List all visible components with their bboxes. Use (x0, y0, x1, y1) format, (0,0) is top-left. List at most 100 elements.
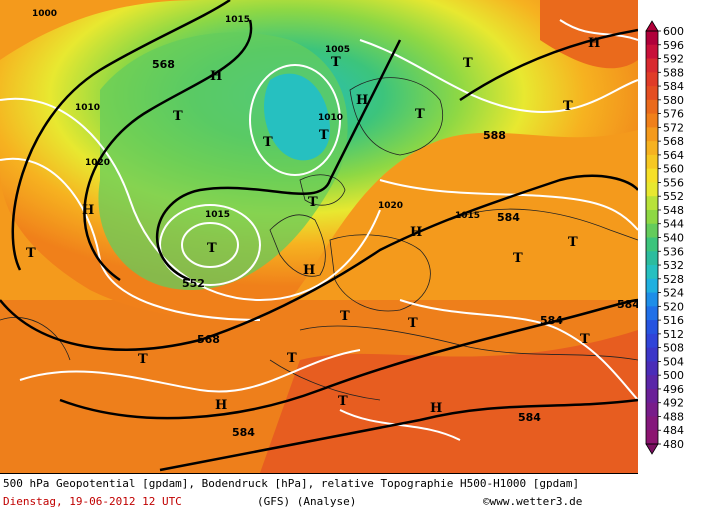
low-center: T (287, 351, 297, 366)
weather-map: 1000 1015 1005 1010 1020 1015 1010 1015 … (0, 0, 638, 473)
legend-tick-label: 520 (663, 300, 684, 313)
high-center: H (430, 401, 442, 416)
isobar-label: 1000 (32, 9, 57, 19)
legend-swatch (646, 320, 658, 335)
high-center: H (215, 398, 227, 413)
legend-tick-label: 500 (663, 369, 684, 382)
legend-tick-label: 572 (663, 121, 684, 134)
map-title: 500 hPa Geopotential [gpdam], Bodendruck… (3, 477, 580, 490)
africa-warm-field (260, 330, 638, 473)
legend-swatch (646, 99, 658, 115)
isobar-labels: 1000 1015 1005 1010 1020 1015 1010 1015 … (32, 9, 480, 221)
legend-swatch (646, 168, 658, 183)
legend-swatch (646, 209, 658, 225)
legend-swatch (646, 292, 658, 307)
isobar-label: 1015 (455, 211, 480, 221)
legend-swatch (646, 223, 658, 238)
geopotential-label: 568 (197, 333, 220, 346)
legend-arrow-up (645, 20, 659, 32)
low-center: T (308, 195, 318, 210)
legend-swatch (646, 196, 658, 211)
legend-swatch (646, 44, 658, 60)
high-center: H (82, 203, 94, 218)
legend-tick-label: 524 (663, 287, 684, 300)
legend-tick-label: 560 (663, 163, 684, 176)
legend-tick-label: 564 (663, 149, 684, 162)
low-center: T (340, 309, 350, 324)
geopotential-label: 584 (617, 298, 638, 311)
legend-tick-label: 536 (663, 245, 684, 258)
legend-tick-label: 592 (663, 53, 684, 66)
geopotential-contours (0, 0, 638, 472)
ne-warm-field (540, 0, 638, 69)
low-center: T (338, 394, 348, 409)
pressure-centers: T T T T T T T T T T T T T T T T T T H H … (26, 36, 600, 416)
legend-tick-label: 556 (663, 176, 684, 189)
geopotential-label: 584 (497, 211, 520, 224)
legend-tick-label: 480 (663, 438, 684, 451)
legend-swatch (646, 72, 658, 87)
geopotential-label: 584 (540, 314, 563, 327)
map-date: Dienstag, 19-06-2012 12 UTC (3, 495, 182, 508)
high-center: H (356, 93, 368, 108)
cold-pool (264, 73, 330, 161)
legend-tick-label: 568 (663, 135, 684, 148)
legend-tick-label: 492 (663, 397, 684, 410)
low-center: T (580, 332, 590, 347)
geopotential-label: 552 (182, 277, 205, 290)
legend-swatch (646, 278, 658, 294)
legend-swatch (646, 251, 658, 266)
model-info: (GFS) (Analyse) (257, 495, 357, 508)
isobars (0, 19, 638, 441)
legend-tick-label: 596 (663, 39, 684, 52)
low-center: T (568, 235, 578, 250)
legend-tick-label: 496 (663, 383, 684, 396)
legend-tick-label: 552 (663, 190, 684, 203)
isobar-label: 1015 (205, 210, 230, 220)
geopotential-label: 584 (232, 426, 255, 439)
legend-swatch (646, 306, 658, 321)
low-center: T (319, 128, 329, 143)
geopotential-label: 584 (518, 411, 541, 424)
legend-tick-label: 484 (663, 424, 684, 437)
map-svg: 1000 1015 1005 1010 1020 1015 1010 1015 … (0, 0, 638, 473)
high-center: H (588, 36, 600, 51)
source-credit: ©www.wetter3.de (483, 495, 583, 508)
legend-arrow-down (645, 443, 659, 455)
geopotential-label: 568 (152, 58, 175, 71)
legend-swatch (646, 402, 658, 417)
low-center: T (463, 56, 473, 71)
legend-swatch (646, 416, 658, 431)
legend-tick-label: 584 (663, 80, 684, 93)
isobar-label: 1010 (75, 103, 100, 113)
low-center: T (415, 107, 425, 122)
low-center: T (207, 241, 217, 256)
isobar-label: 1010 (318, 113, 343, 123)
legend-tick-label: 508 (663, 342, 684, 355)
legend-bar (645, 20, 659, 455)
legend-swatch (646, 113, 658, 128)
legend-tick-label: 504 (663, 355, 684, 368)
legend-tick-label: 540 (663, 232, 684, 245)
geopotential-labels: 568 552 584 584 584 584 568 588 584 (152, 58, 638, 439)
legend-tick-label: 576 (663, 108, 684, 121)
legend-swatch (646, 333, 658, 349)
legend-tick-label: 516 (663, 314, 684, 327)
legend-swatch (646, 182, 658, 197)
map-footer: 500 hPa Geopotential [gpdam], Bodendruck… (0, 473, 638, 514)
isobar-label: 1015 (225, 15, 250, 25)
color-scale-legend: 600 596 592 588 584 580 576 572 568 564 560 556 552 5… (638, 0, 704, 473)
legend-swatch (646, 347, 658, 362)
legend-swatch (646, 141, 658, 156)
legend-tick-label: 488 (663, 410, 684, 423)
legend-tick-label: 532 (663, 259, 684, 272)
high-center: H (210, 69, 222, 84)
legend-swatch (646, 31, 658, 46)
legend-swatch (646, 154, 658, 170)
legend-tick-label: 580 (663, 94, 684, 107)
low-center: T (138, 352, 148, 367)
legend-tick-label: 544 (663, 218, 684, 231)
legend-swatch (646, 375, 658, 390)
legend-swatch (646, 58, 658, 73)
legend-svg: 6005965925885845805765725685645605565525… (645, 20, 684, 455)
